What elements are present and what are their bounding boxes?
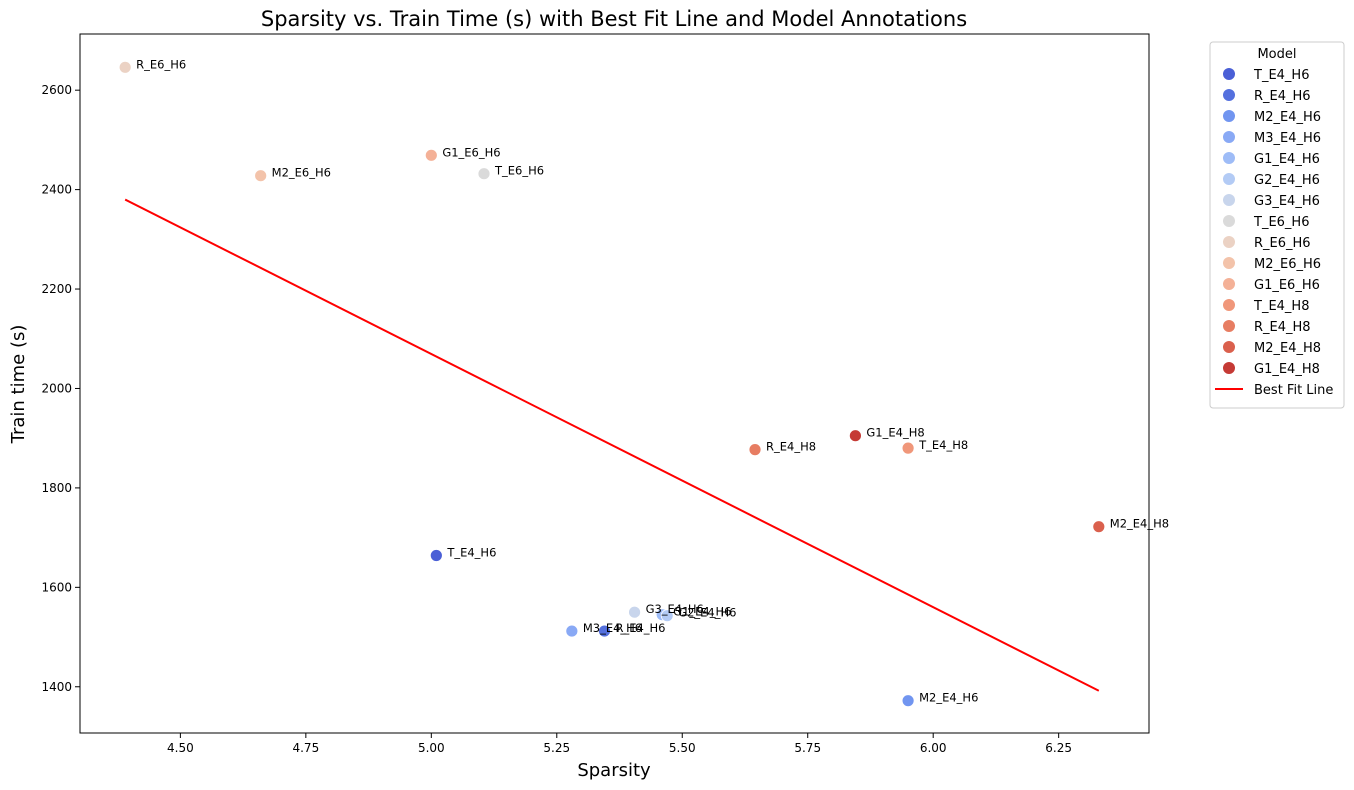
legend-marker bbox=[1223, 110, 1235, 122]
legend-marker bbox=[1223, 341, 1235, 353]
legend-marker bbox=[1223, 173, 1235, 185]
legend-title: Model bbox=[1257, 47, 1296, 62]
x-tick-label: 6.25 bbox=[1045, 741, 1072, 755]
legend-marker bbox=[1223, 194, 1235, 206]
legend-label: M2_E6_H6 bbox=[1254, 257, 1321, 272]
x-tick-label: 5.25 bbox=[543, 741, 570, 755]
legend-label: M2_E4_H8 bbox=[1254, 341, 1321, 356]
data-point bbox=[1092, 520, 1106, 534]
y-tick-label: 1800 bbox=[41, 481, 72, 495]
y-axis-title: Train time (s) bbox=[8, 325, 29, 445]
point-label: M2_E4_H6 bbox=[919, 691, 978, 705]
data-point bbox=[424, 148, 438, 162]
legend-marker bbox=[1223, 215, 1235, 227]
point-label: R_E4_H8 bbox=[766, 440, 816, 454]
legend-box bbox=[1209, 41, 1345, 409]
legend-label: G1_E4_H8 bbox=[1254, 362, 1320, 377]
chart-title: Sparsity vs. Train Time (s) with Best Fi… bbox=[261, 7, 967, 31]
x-tick-label: 4.75 bbox=[292, 741, 319, 755]
legend-label: T_E4_H8 bbox=[1253, 299, 1309, 314]
point-label: M2_E4_H8 bbox=[1110, 517, 1169, 531]
point-label: G3_E4_H6 bbox=[646, 602, 704, 616]
y-tick-label: 1600 bbox=[41, 580, 72, 594]
best-fit-line bbox=[124, 198, 1100, 692]
legend-marker bbox=[1223, 299, 1235, 311]
plot-area: 4.50 4.75 5.00 5.25 5.50 5.75 6.00 6.25 1400 1600… bbox=[41, 33, 1169, 755]
legend-label: G1_E6_H6 bbox=[1254, 278, 1320, 293]
legend-marker bbox=[1223, 152, 1235, 164]
legend-label: R_E6_H6 bbox=[1254, 236, 1311, 251]
data-point bbox=[429, 549, 443, 562]
data-point bbox=[901, 441, 915, 455]
x-tick-label: 5.00 bbox=[418, 741, 445, 755]
point-label: T_E6_H6 bbox=[494, 164, 544, 178]
legend-label: M3_E4_H6 bbox=[1254, 131, 1321, 146]
legend-marker bbox=[1223, 236, 1235, 248]
point-label: M2_E6_H6 bbox=[272, 166, 331, 180]
x-tick-label: 4.50 bbox=[167, 741, 194, 755]
point-label: G1_E4_H8 bbox=[866, 426, 924, 440]
point-label: G1_E6_H6 bbox=[442, 145, 500, 159]
point-label: R_E6_H6 bbox=[136, 57, 186, 71]
point-label: G2_E4_H6 bbox=[678, 606, 736, 620]
y-tick-label: 2000 bbox=[41, 381, 72, 395]
legend-marker bbox=[1223, 320, 1235, 332]
data-point bbox=[565, 624, 579, 638]
data-point bbox=[748, 443, 762, 457]
legend-label: G1_E4_H6 bbox=[1254, 152, 1320, 167]
legend-label: T_E4_H6 bbox=[1253, 68, 1309, 83]
data-point bbox=[628, 605, 641, 619]
y-tick-label: 2600 bbox=[41, 83, 72, 97]
data-point bbox=[849, 429, 862, 443]
legend-label: M2_E4_H6 bbox=[1254, 110, 1321, 125]
legend-label: G3_E4_H6 bbox=[1254, 194, 1320, 209]
plot-frame bbox=[79, 33, 1150, 734]
x-tick-label: 5.75 bbox=[794, 741, 821, 755]
data-point bbox=[598, 624, 611, 638]
point-label: T_E4_H6 bbox=[446, 546, 496, 560]
legend-marker bbox=[1223, 257, 1235, 269]
data-point bbox=[118, 60, 132, 74]
data-point bbox=[901, 694, 915, 708]
x-axis-title: Sparsity bbox=[577, 760, 651, 781]
legend-marker bbox=[1223, 278, 1235, 290]
data-point bbox=[254, 169, 268, 183]
legend-marker bbox=[1223, 362, 1235, 374]
legend-label: R_E4_H8 bbox=[1254, 320, 1311, 335]
y-tick-label: 1400 bbox=[41, 680, 72, 694]
y-tick-label: 2400 bbox=[41, 183, 72, 197]
legend-label: R_E4_H6 bbox=[1254, 89, 1311, 104]
point-label: M3_E4_H6 bbox=[583, 621, 642, 635]
x-tick-label: 6.00 bbox=[920, 741, 947, 755]
legend-marker bbox=[1223, 131, 1235, 143]
legend-marker bbox=[1223, 89, 1235, 101]
data-point bbox=[660, 609, 674, 623]
y-tick-label: 2200 bbox=[41, 282, 72, 296]
point-label: T_E4_H8 bbox=[918, 438, 968, 452]
legend-label: G2_E4_H6 bbox=[1254, 173, 1320, 188]
point-label: R_E4_H6 bbox=[615, 621, 665, 635]
legend: Model T_E4_H6 R_E4_H6 M2_E4_H6 M3_E4_H6 G1_E4… bbox=[1209, 41, 1345, 409]
legend-label: Best Fit Line bbox=[1254, 383, 1333, 398]
legend-marker bbox=[1223, 68, 1235, 80]
legend-label: T_E6_H6 bbox=[1253, 215, 1309, 230]
point-label: G1_E4_H6 bbox=[673, 605, 731, 619]
x-tick-label: 5.50 bbox=[669, 741, 696, 755]
data-point bbox=[477, 167, 491, 181]
